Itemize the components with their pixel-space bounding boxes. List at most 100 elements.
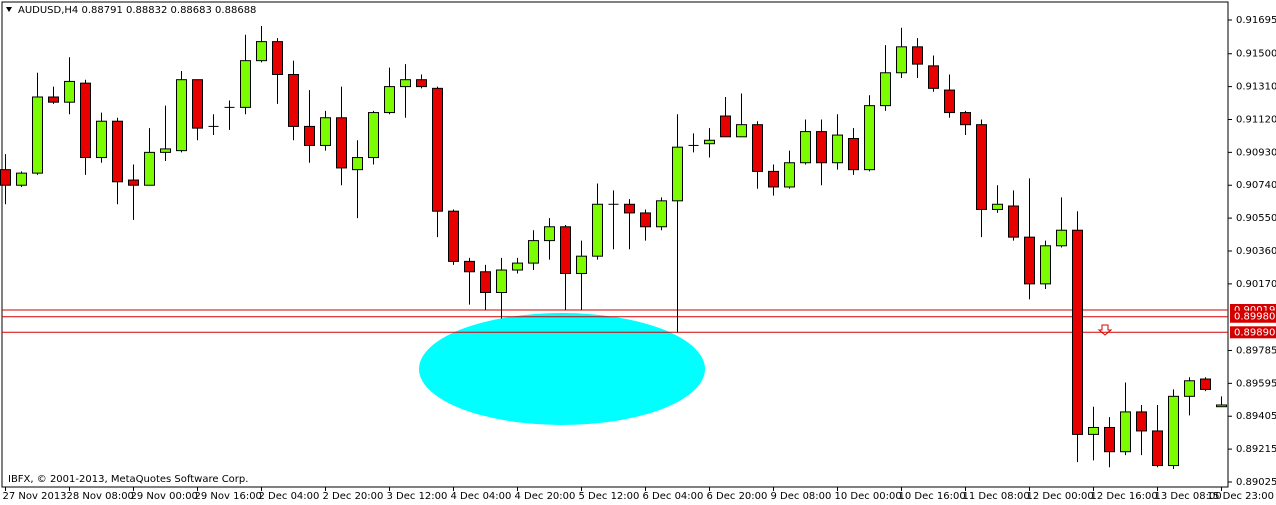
x-tick-label: 9 Dec 08:00 [771,491,832,502]
x-tick-label: 27 Nov 2013 [3,491,67,502]
candle-body [112,120,123,183]
candle-body [304,125,315,146]
y-tick-label: 0.90550 [1236,213,1276,224]
candle-body [1088,426,1099,435]
candle-body [1104,426,1115,453]
candle-body [960,112,971,126]
copyright: IBFX, © 2001-2013, MetaQuotes Software C… [8,474,248,485]
candle-body [448,210,459,262]
candle-body [944,89,955,114]
x-tick-label: 6 Dec 20:00 [707,491,768,502]
x-tick-label: 15 Dec 23:00 [1207,491,1274,502]
candle-body [528,240,539,264]
candle-body [384,86,395,114]
y-tick-label: 0.89785 [1236,345,1276,356]
candle-body [656,200,667,228]
candle-body [752,124,763,172]
candle-body [976,124,987,210]
x-tick-label: 6 Dec 04:00 [643,491,704,502]
level-label-bg [1230,310,1276,323]
x-tick-label: 29 Nov 16:00 [195,491,262,502]
x-tick-label: 3 Dec 12:00 [387,491,448,502]
candle-body [816,131,827,164]
y-tick-label: 0.90170 [1236,279,1276,290]
candle-body [64,80,75,103]
candle-body [416,79,427,88]
candle-body [192,79,203,129]
candle-body [704,139,715,145]
candle-body [1184,380,1195,397]
x-tick-label: 4 Dec 20:00 [515,491,576,502]
level-label: 0.89890 [1234,327,1275,338]
highlight-ellipse [419,313,705,425]
candle-body [896,46,907,74]
candle-body [464,260,475,273]
candle-body [768,170,779,188]
menu-triangle [6,7,12,12]
candle-body [1216,404,1227,408]
candle-body [176,79,187,152]
x-tick-label: 29 Nov 00:00 [131,491,198,502]
y-tick-label: 0.89595 [1236,378,1276,389]
x-tick-label: 12 Dec 16:00 [1091,491,1158,502]
candle-body [544,226,555,242]
candle-body [1072,229,1083,435]
x-tick-label: 5 Dec 12:00 [579,491,640,502]
candle-body [256,41,267,62]
candle-body [992,203,1003,210]
candle-body [1040,245,1051,285]
candle-body [912,46,923,65]
candle-body [80,82,91,159]
candle-body [832,134,843,164]
candle-body [864,105,875,171]
candle-body [480,271,491,294]
candle-body [1024,236,1035,285]
x-tick-label: 12 Dec 00:00 [1027,491,1094,502]
candle-body [592,203,603,257]
y-tick-label: 0.91120 [1236,114,1276,125]
candle-body [16,172,27,186]
candle-body [32,96,43,174]
y-tick-label: 0.90360 [1236,246,1276,257]
y-tick-label: 0.89405 [1236,411,1276,422]
candle-body [848,138,859,171]
candle-body [576,255,587,274]
candle-body [320,117,331,146]
candle-body [880,72,891,107]
candle-body [1168,395,1179,467]
x-tick-label: 10 Dec 16:00 [899,491,966,502]
x-tick-label: 4 Dec 04:00 [451,491,512,502]
candle-body [432,87,443,212]
y-tick-label: 0.91500 [1236,49,1276,60]
candle-body [672,146,683,202]
candle-body [928,65,939,89]
x-tick-label: 13 Dec 08:00 [1155,491,1222,502]
candle-body [144,151,155,186]
candle-body [624,203,635,214]
candle-body [0,169,11,186]
candle-body [128,179,139,186]
candle-body [400,79,411,88]
x-tick-label: 10 Dec 00:00 [835,491,902,502]
candle-body [720,115,731,138]
candle-body [240,60,251,108]
candle-body [1152,430,1163,467]
candle-body [160,148,171,153]
level-label-bg [1230,326,1276,339]
x-tick-label: 2 Dec 20:00 [323,491,384,502]
candle-body [800,131,811,164]
candle-body [1120,411,1131,453]
x-tick-label: 28 Nov 08:00 [67,491,134,502]
candle-body [512,262,523,271]
x-tick-label: 11 Dec 08:00 [963,491,1030,502]
y-tick-label: 0.89215 [1236,444,1276,455]
candle-body [336,117,347,169]
candle-body [1200,378,1211,390]
y-tick-label: 0.91310 [1236,82,1276,93]
chart-title: AUDUSD,H4 0.88791 0.88832 0.88683 0.8868… [18,5,256,16]
candle-body [352,157,363,171]
candle-body [368,112,379,159]
candle-body [560,226,571,274]
level-label: 0.89980 [1234,312,1275,323]
